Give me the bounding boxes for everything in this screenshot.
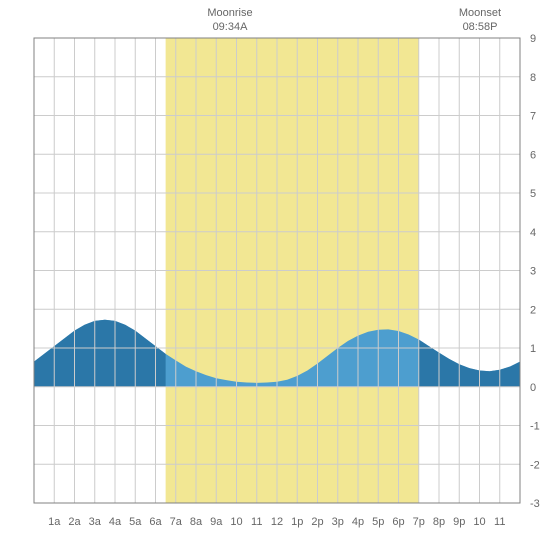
svg-text:9a: 9a <box>210 516 223 528</box>
svg-text:0: 0 <box>530 382 536 394</box>
chart-svg: 1a2a3a4a5a6a7a8a9a1011121p2p3p4p5p6p7p8p… <box>0 0 550 550</box>
svg-text:7a: 7a <box>170 516 183 528</box>
svg-text:-3: -3 <box>530 498 540 510</box>
svg-text:8: 8 <box>530 72 536 84</box>
moonset-label: Moonset 08:58P <box>440 6 520 35</box>
svg-text:5a: 5a <box>129 516 142 528</box>
svg-text:4p: 4p <box>352 516 364 528</box>
svg-text:2: 2 <box>530 304 536 316</box>
svg-text:6: 6 <box>530 149 536 161</box>
moonrise-text: Moonrise <box>207 7 252 19</box>
svg-text:2a: 2a <box>68 516 81 528</box>
moonrise-time: 09:34A <box>213 21 248 33</box>
moonset-text: Moonset <box>459 7 501 19</box>
svg-text:12: 12 <box>271 516 283 528</box>
svg-text:9: 9 <box>530 33 536 45</box>
svg-text:7: 7 <box>530 111 536 123</box>
svg-text:3: 3 <box>530 266 536 278</box>
svg-text:3p: 3p <box>332 516 344 528</box>
svg-text:4: 4 <box>530 227 536 239</box>
svg-text:2p: 2p <box>311 516 323 528</box>
svg-text:9p: 9p <box>453 516 465 528</box>
svg-text:1p: 1p <box>291 516 303 528</box>
moonset-time: 08:58P <box>463 21 498 33</box>
svg-text:-1: -1 <box>530 421 540 433</box>
tide-chart: Moonrise 09:34A Moonset 08:58P 1a 2a 3a 4a 5… <box>0 0 550 550</box>
svg-text:7p: 7p <box>413 516 425 528</box>
svg-text:11: 11 <box>494 516 505 528</box>
svg-text:-2: -2 <box>530 459 540 471</box>
svg-text:1a: 1a <box>48 516 61 528</box>
moonrise-label: Moonrise 09:34A <box>190 6 270 35</box>
svg-text:10: 10 <box>230 516 242 528</box>
svg-text:8a: 8a <box>190 516 203 528</box>
svg-text:8p: 8p <box>433 516 445 528</box>
svg-text:6p: 6p <box>392 516 404 528</box>
svg-text:4a: 4a <box>109 516 122 528</box>
svg-text:5p: 5p <box>372 516 384 528</box>
svg-text:6a: 6a <box>149 516 162 528</box>
svg-text:11: 11 <box>251 516 262 528</box>
svg-text:5: 5 <box>530 188 536 200</box>
svg-text:3a: 3a <box>89 516 102 528</box>
svg-text:1: 1 <box>530 343 536 355</box>
svg-text:10: 10 <box>473 516 485 528</box>
